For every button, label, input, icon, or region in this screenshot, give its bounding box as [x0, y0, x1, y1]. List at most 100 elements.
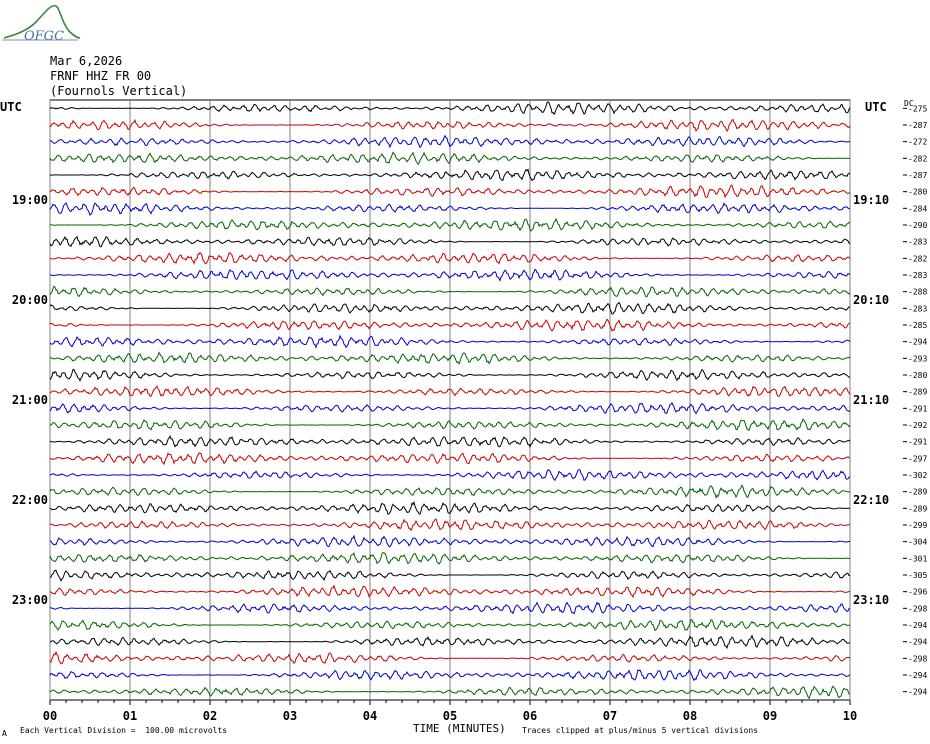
dc-offset-label: -292	[908, 421, 927, 430]
dc-offset-label: -298	[908, 654, 927, 663]
seismic-trace-row	[50, 601, 851, 615]
right-hour-label: 23:10	[853, 593, 889, 607]
seismic-trace-row	[49, 468, 851, 482]
seismic-trace-row	[49, 452, 851, 466]
dc-offset-label: -288	[908, 288, 927, 297]
dc-offset-label: -285	[908, 321, 927, 330]
dc-offset-label: -296	[908, 588, 927, 597]
right-hour-label: 20:10	[853, 293, 889, 307]
right-hour-label: 21:10	[853, 393, 889, 407]
dc-offset-label: -294	[908, 688, 927, 697]
seismic-trace-row	[49, 184, 851, 199]
clip-note: Traces clipped at plus/minus 5 vertical …	[522, 726, 759, 735]
seismic-trace-row	[49, 551, 851, 565]
logo-text: OFGC	[24, 29, 64, 44]
station-component: (Fournols Vertical)	[50, 84, 188, 98]
seismic-trace-row	[49, 334, 851, 349]
dc-offset-label: -275	[908, 104, 927, 113]
dc-offset-label: -291	[908, 438, 927, 447]
seismic-trace-row	[49, 418, 851, 432]
dc-offset-label: -284	[908, 204, 927, 213]
dc-offset-label: -294	[908, 671, 927, 680]
seismic-trace-row	[49, 202, 851, 216]
dc-header-label: DC	[904, 99, 914, 108]
dc-offset-label: -304	[908, 538, 927, 547]
dc-offset-label: -272	[908, 138, 927, 147]
seismic-trace-row	[49, 584, 851, 599]
dc-offset-label: -280	[908, 371, 927, 380]
seismic-trace-row	[49, 619, 851, 632]
seismic-trace-row	[49, 217, 851, 232]
seismic-trace-row	[49, 434, 851, 449]
right-hour-label: 19:10	[853, 193, 889, 207]
seismic-trace-row	[49, 251, 851, 265]
x-tick-label: 02	[203, 709, 217, 723]
seismic-trace-row	[49, 368, 851, 382]
seismic-trace-row	[49, 534, 851, 548]
right-axis-label: UTC	[865, 100, 887, 114]
dc-offset-label: -302	[908, 471, 927, 480]
dc-offset-label: -299	[908, 521, 927, 530]
left-hour-label: 20:00	[12, 293, 48, 307]
seismic-trace-row	[49, 500, 850, 515]
x-tick-label: 06	[523, 709, 537, 723]
dc-offset-label: -287	[908, 121, 927, 130]
seismic-trace-row	[49, 235, 851, 248]
dc-offset-label: -282	[908, 254, 927, 263]
left-axis-label: UTC	[0, 100, 22, 114]
left-hour-label: 22:00	[12, 493, 48, 507]
dc-offset-label: -289	[908, 504, 927, 513]
seismic-trace-row	[49, 685, 851, 700]
dc-offset-label: -301	[908, 554, 927, 563]
station-code: FRNF HHZ FR 00	[50, 69, 152, 83]
x-tick-label: 04	[363, 709, 377, 723]
seismic-trace-row	[49, 518, 851, 532]
x-tick-label: 09	[763, 709, 777, 723]
x-tick-label: 03	[283, 709, 297, 723]
seismic-trace-row	[49, 151, 850, 166]
x-tick-label: 07	[603, 709, 617, 723]
seismic-trace-row	[49, 268, 851, 282]
dc-offset-label: -291	[908, 404, 927, 413]
dc-offset-label: -305	[908, 571, 927, 580]
dc-offset-label: -280	[908, 188, 927, 197]
seismic-trace-row	[50, 168, 851, 182]
dc-offset-label: -290	[908, 221, 927, 230]
seismic-trace-row	[49, 318, 851, 332]
dc-offset-label: -283	[908, 271, 927, 280]
dc-offset-label: -294	[908, 338, 927, 347]
dc-offset-label: -289	[908, 388, 927, 397]
x-axis-title: TIME (MINUTES)	[413, 722, 506, 735]
dc-offset-label: -297	[908, 454, 927, 463]
left-hour-label: 23:00	[12, 593, 48, 607]
dc-offset-label: -283	[908, 238, 927, 247]
x-tick-label: 00	[43, 709, 57, 723]
seismic-trace-row	[49, 634, 851, 650]
seismic-trace-row	[49, 650, 851, 665]
x-tick-label: 01	[123, 709, 137, 723]
seismic-trace-row	[49, 101, 851, 116]
seismic-trace-row	[49, 301, 851, 315]
seismic-trace-row	[49, 351, 851, 365]
seismic-trace-row	[49, 134, 851, 149]
dc-offset-label: -294	[908, 638, 927, 647]
dc-offset-label: -293	[908, 354, 927, 363]
ofgc-logo: OFGC	[2, 4, 80, 44]
seismic-trace-row	[49, 401, 851, 415]
corner-mark: A	[2, 729, 7, 738]
dc-offset-label: -289	[908, 488, 927, 497]
left-hour-label: 19:00	[12, 193, 48, 207]
dc-offset-label: -282	[908, 154, 927, 163]
dc-offset-label: -298	[908, 604, 927, 613]
x-tick-label: 08	[683, 709, 697, 723]
scale-note: Each Vertical Division = 100.00 microvol…	[20, 726, 228, 735]
x-tick-label: 10	[843, 709, 857, 723]
seismic-trace-row	[49, 118, 851, 133]
dc-offset-label: -287	[908, 171, 927, 180]
left-hour-label: 21:00	[12, 393, 48, 407]
seismic-trace-row	[49, 285, 851, 298]
seismic-trace-row	[49, 484, 851, 499]
right-hour-label: 22:10	[853, 493, 889, 507]
seismic-trace-row	[49, 669, 851, 682]
seismic-trace-row	[49, 385, 851, 397]
